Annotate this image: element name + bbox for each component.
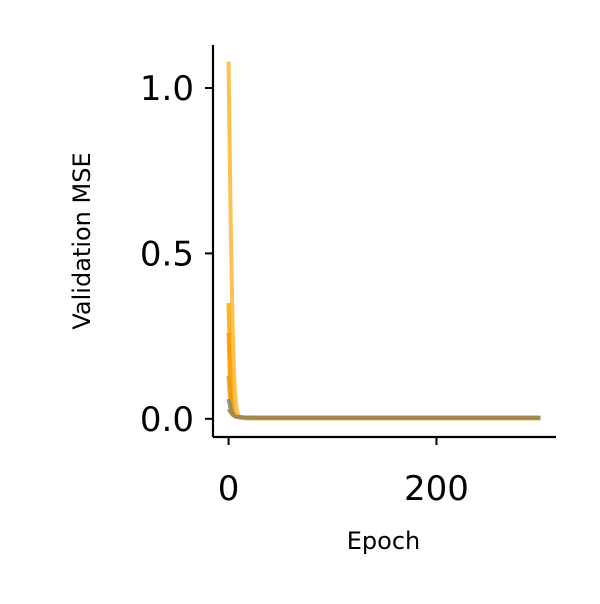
series-line-6 xyxy=(226,407,541,420)
ticks-layer: 0 200 0.0 0.5 1.0 xyxy=(140,69,469,509)
y-tick-label: 1.0 xyxy=(140,69,194,109)
series-line-1 xyxy=(226,61,541,421)
x-tick-label: 0 xyxy=(218,469,240,509)
series-line-4 xyxy=(226,375,541,420)
y-axis-label: Validation MSE xyxy=(68,152,96,329)
series-line-2 xyxy=(226,302,541,421)
series-layer xyxy=(226,61,541,421)
y-tick-label: 0.5 xyxy=(140,234,194,274)
y-tick-label: 0.0 xyxy=(140,400,194,440)
x-axis-label: Epoch xyxy=(347,527,421,555)
series-line-5 xyxy=(226,398,541,420)
series-line-3 xyxy=(226,332,541,420)
x-tick-label: 200 xyxy=(404,469,469,509)
axes-layer xyxy=(211,45,556,439)
